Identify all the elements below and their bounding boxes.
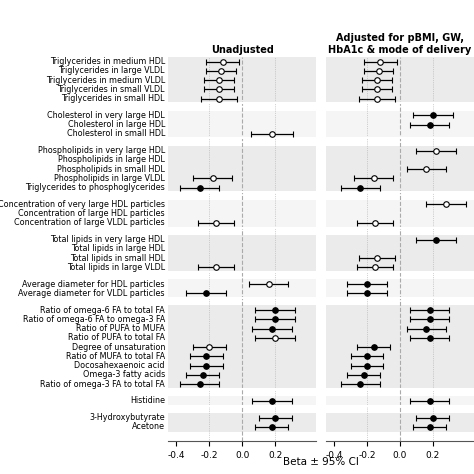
- Bar: [326, 146, 474, 192]
- Bar: [326, 235, 474, 272]
- Text: Degree of unsaturation: Degree of unsaturation: [72, 343, 165, 352]
- Bar: [168, 200, 316, 228]
- Title: Unadjusted: Unadjusted: [211, 45, 274, 55]
- Text: Cholesterol in small HDL: Cholesterol in small HDL: [66, 129, 165, 138]
- Bar: [168, 235, 316, 272]
- Text: Concentration of very large HDL particles: Concentration of very large HDL particle…: [0, 200, 165, 209]
- Bar: [326, 200, 474, 228]
- Bar: [326, 110, 474, 138]
- Text: Concentration of large HDL particles: Concentration of large HDL particles: [18, 209, 165, 218]
- Text: Total lipids in large HDL: Total lipids in large HDL: [71, 245, 165, 253]
- Text: Triglycerides in large VLDL: Triglycerides in large VLDL: [58, 66, 165, 75]
- Text: Ratio of omega-6 FA to omega-3 FA: Ratio of omega-6 FA to omega-3 FA: [23, 315, 165, 324]
- Text: Phospholipids in large VLDL: Phospholipids in large VLDL: [54, 174, 165, 183]
- Text: Ratio of omega-6 FA to total FA: Ratio of omega-6 FA to total FA: [40, 306, 165, 315]
- Text: Triglycerides in small VLDL: Triglycerides in small VLDL: [57, 85, 165, 94]
- Bar: [168, 57, 316, 103]
- Text: Phospholipids in large HDL: Phospholipids in large HDL: [58, 155, 165, 164]
- Text: Histidine: Histidine: [130, 396, 165, 405]
- Bar: [326, 413, 474, 431]
- Bar: [168, 305, 316, 389]
- Bar: [168, 280, 316, 298]
- Bar: [168, 110, 316, 138]
- Text: Triglycerides to phosphoglycerides: Triglycerides to phosphoglycerides: [25, 183, 165, 192]
- Text: Docosahexaenoic acid: Docosahexaenoic acid: [74, 361, 165, 370]
- Text: Cholesterol in very large HDL: Cholesterol in very large HDL: [47, 111, 165, 120]
- Text: Total lipids in large VLDL: Total lipids in large VLDL: [67, 263, 165, 272]
- Text: Average diameter for VLDL particles: Average diameter for VLDL particles: [18, 289, 165, 298]
- Text: Omega-3 fatty acids: Omega-3 fatty acids: [82, 371, 165, 380]
- Bar: [326, 57, 474, 103]
- Text: Triglycerides in medium VLDL: Triglycerides in medium VLDL: [46, 75, 165, 84]
- Text: Phospholipids in very large HDL: Phospholipids in very large HDL: [37, 146, 165, 155]
- Text: Average diameter for HDL particles: Average diameter for HDL particles: [22, 280, 165, 289]
- Text: Cholesterol in large HDL: Cholesterol in large HDL: [67, 120, 165, 129]
- Bar: [326, 280, 474, 298]
- Text: Concentration of large VLDL particles: Concentration of large VLDL particles: [14, 219, 165, 228]
- Text: Total lipids in very large HDL: Total lipids in very large HDL: [50, 235, 165, 244]
- Text: 3-Hydroxybutyrate: 3-Hydroxybutyrate: [89, 413, 165, 422]
- Text: Ratio of omega-3 FA to total FA: Ratio of omega-3 FA to total FA: [40, 380, 165, 389]
- Text: Acetone: Acetone: [132, 422, 165, 431]
- Bar: [326, 305, 474, 389]
- Text: Total lipids in small HDL: Total lipids in small HDL: [70, 254, 165, 263]
- Bar: [168, 396, 316, 406]
- Bar: [168, 413, 316, 431]
- Bar: [168, 146, 316, 192]
- Text: Triglycerides in medium HDL: Triglycerides in medium HDL: [50, 57, 165, 66]
- Text: Beta ± 95% CI: Beta ± 95% CI: [283, 457, 359, 467]
- Text: Ratio of PUFA to MUFA: Ratio of PUFA to MUFA: [76, 324, 165, 333]
- Bar: [326, 396, 474, 406]
- Text: Ratio of PUFA to total FA: Ratio of PUFA to total FA: [68, 333, 165, 342]
- Text: Triglycerides in small HDL: Triglycerides in small HDL: [62, 94, 165, 103]
- Text: Ratio of MUFA to total FA: Ratio of MUFA to total FA: [66, 352, 165, 361]
- Title: Adjusted for pBMI, GW,
HbA1c & mode of delivery: Adjusted for pBMI, GW, HbA1c & mode of d…: [328, 33, 472, 55]
- Text: Phospholipids in small HDL: Phospholipids in small HDL: [57, 164, 165, 173]
